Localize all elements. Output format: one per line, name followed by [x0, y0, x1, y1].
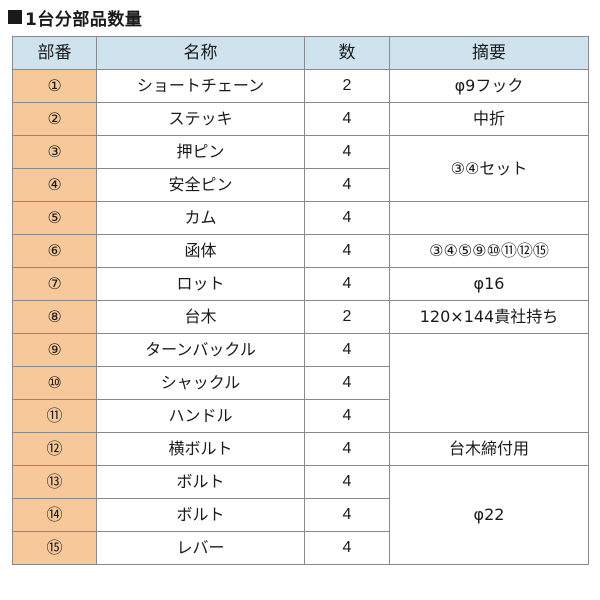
qty-cell: 4 — [304, 432, 390, 466]
table-row: ⑫ 横ボルト 4 台木締付用 — [12, 432, 589, 466]
name-cell: 押ピン — [96, 135, 305, 169]
table-row: ① ショートチェーン 2 φ9フック — [12, 69, 589, 103]
part-no-cell: ① — [12, 69, 97, 103]
part-no-cell: ⑪ — [12, 399, 97, 433]
title-square-icon — [8, 10, 22, 24]
part-no-cell: ⑩ — [12, 366, 97, 400]
table-row: ⑮ レバー 4 — [12, 531, 589, 565]
table-row: ⑦ ロット 4 φ16 — [12, 267, 589, 301]
parts-table: 部番 名称 数 摘要 ① ショートチェーン 2 φ9フック ② ステッキ 4 中… — [12, 36, 589, 565]
note-cell: φ16 — [389, 267, 589, 301]
qty-cell: 4 — [304, 234, 390, 268]
note-cell: ③④⑤⑨⑩⑪⑫⑮ — [389, 234, 589, 268]
note-cell — [389, 333, 589, 433]
part-no-cell: ⑥ — [12, 234, 97, 268]
header-name: 名称 — [96, 36, 305, 70]
table-row: ⑥ 函体 4 ③④⑤⑨⑩⑪⑫⑮ — [12, 234, 589, 268]
qty-cell: 4 — [304, 333, 390, 367]
name-cell: カム — [96, 201, 305, 235]
qty-cell: 4 — [304, 498, 390, 532]
note-cell: 120×144貴社持ち — [389, 300, 589, 334]
table-row: ③ 押ピン 4 ③④セット — [12, 135, 589, 202]
part-no-cell: ⑧ — [12, 300, 97, 334]
part-no-cell: ⑨ — [12, 333, 97, 367]
table-row: ⑧ 台木 2 120×144貴社持ち — [12, 300, 589, 334]
table-row: ② ステッキ 4 中折 — [12, 102, 589, 136]
qty-cell: 4 — [304, 267, 390, 301]
name-cell: 台木 — [96, 300, 305, 334]
qty-cell: 2 — [304, 300, 390, 334]
qty-cell: 4 — [304, 168, 390, 202]
page-title: 1台分部品数量 — [8, 4, 142, 30]
header-qty: 数 — [304, 36, 390, 70]
page-title-text: 1台分部品数量 — [25, 9, 143, 30]
part-no-cell: ⑮ — [12, 531, 97, 565]
table-row: ⑭ ボルト 4 — [12, 498, 589, 532]
name-cell: ターンバックル — [96, 333, 305, 367]
name-cell: ロット — [96, 267, 305, 301]
note-cell: φ9フック — [389, 69, 589, 103]
name-cell: 安全ピン — [96, 168, 305, 202]
part-no-cell: ② — [12, 102, 97, 136]
note-cell: 台木締付用 — [389, 432, 589, 466]
table-header-row: 部番 名称 数 摘要 — [12, 36, 589, 70]
note-cell: φ22 — [389, 465, 589, 565]
name-cell: ハンドル — [96, 399, 305, 433]
qty-cell: 4 — [304, 531, 390, 565]
table-row: ⑨ ターンバックル 4 — [12, 333, 589, 433]
table-row: ⑬ ボルト 4 φ22 — [12, 465, 589, 565]
note-cell: ③④セット — [389, 135, 589, 202]
name-cell: 横ボルト — [96, 432, 305, 466]
name-cell: レバー — [96, 531, 305, 565]
note-cell — [389, 201, 589, 235]
name-cell: ステッキ — [96, 102, 305, 136]
part-no-cell: ⑤ — [12, 201, 97, 235]
name-cell: 函体 — [96, 234, 305, 268]
part-no-cell: ⑬ — [12, 465, 97, 499]
name-cell: ボルト — [96, 498, 305, 532]
part-no-cell: ⑭ — [12, 498, 97, 532]
table-row: ⑩ シャックル 4 — [12, 366, 589, 400]
qty-cell: 2 — [304, 69, 390, 103]
table-row: ⑤ カム 4 — [12, 201, 589, 235]
name-cell: ボルト — [96, 465, 305, 499]
qty-cell: 4 — [304, 366, 390, 400]
header-note: 摘要 — [389, 36, 589, 70]
table-row: ④ 安全ピン 4 — [12, 168, 589, 202]
note-cell: 中折 — [389, 102, 589, 136]
name-cell: ショートチェーン — [96, 69, 305, 103]
part-no-cell: ③ — [12, 135, 97, 169]
qty-cell: 4 — [304, 135, 390, 169]
table-row: ⑪ ハンドル 4 — [12, 399, 589, 433]
header-part-no: 部番 — [12, 36, 97, 70]
part-no-cell: ⑫ — [12, 432, 97, 466]
part-no-cell: ④ — [12, 168, 97, 202]
qty-cell: 4 — [304, 102, 390, 136]
qty-cell: 4 — [304, 399, 390, 433]
part-no-cell: ⑦ — [12, 267, 97, 301]
qty-cell: 4 — [304, 201, 390, 235]
name-cell: シャックル — [96, 366, 305, 400]
qty-cell: 4 — [304, 465, 390, 499]
